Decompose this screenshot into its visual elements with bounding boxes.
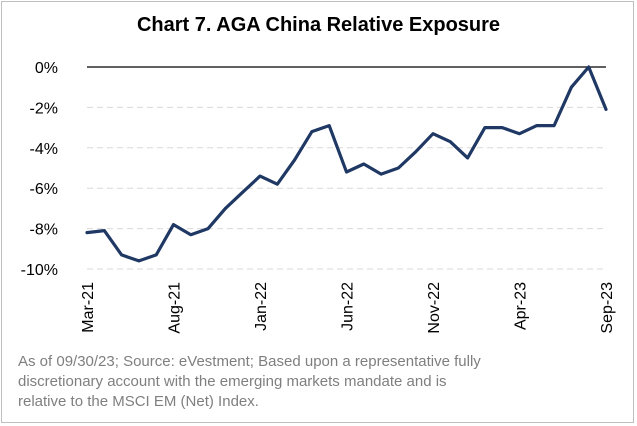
data-point bbox=[328, 124, 331, 127]
x-tick-label: Jun-22 bbox=[340, 282, 357, 331]
data-point bbox=[362, 162, 365, 166]
data-point bbox=[518, 132, 521, 135]
y-tick-label: -4% bbox=[30, 141, 58, 158]
data-point bbox=[535, 124, 538, 127]
data-point bbox=[120, 253, 123, 257]
data-point bbox=[501, 126, 504, 129]
data-point bbox=[258, 174, 262, 178]
data-point bbox=[310, 130, 314, 133]
y-tick-label: -2% bbox=[30, 100, 58, 117]
x-tick-label: Nov-22 bbox=[426, 282, 443, 334]
x-tick-label: Aug-21 bbox=[167, 282, 184, 334]
data-point bbox=[587, 65, 590, 69]
footnote-line-1: As of 09/30/23; Source: eVestment; Based… bbox=[18, 353, 481, 370]
data-point bbox=[466, 156, 469, 160]
data-point bbox=[483, 126, 487, 129]
data-point bbox=[552, 124, 556, 127]
y-tick-label: -8% bbox=[30, 222, 58, 239]
x-tick-label: Apr-23 bbox=[513, 282, 530, 330]
series-line bbox=[85, 65, 608, 263]
y-tick-label: 0% bbox=[35, 60, 58, 77]
x-tick-label: Jan-22 bbox=[253, 282, 270, 331]
data-point bbox=[137, 259, 141, 263]
footnote-line-2: discretionary account with the emerging … bbox=[18, 373, 447, 390]
data-point bbox=[172, 223, 175, 226]
data-point bbox=[379, 172, 383, 176]
data-point bbox=[189, 233, 192, 236]
data-point bbox=[241, 191, 244, 194]
x-tick-label: Sep-23 bbox=[599, 282, 616, 334]
data-point bbox=[155, 253, 158, 257]
data-point bbox=[224, 207, 227, 210]
data-point bbox=[85, 231, 89, 234]
y-tick-label: -6% bbox=[30, 181, 58, 198]
data-point bbox=[604, 108, 608, 111]
data-point bbox=[206, 227, 210, 230]
data-point bbox=[276, 182, 279, 186]
data-point bbox=[431, 132, 435, 135]
data-point bbox=[414, 150, 417, 154]
chart-title: Chart 7. AGA China Relative Exposure bbox=[136, 14, 501, 36]
data-point bbox=[570, 86, 573, 89]
data-point bbox=[345, 170, 348, 174]
x-tick-label: Mar-21 bbox=[80, 282, 97, 333]
footnote-line-3: relative to the MSCI EM (Net) Index. bbox=[18, 393, 259, 410]
y-tick-label: -10% bbox=[21, 262, 58, 279]
data-point bbox=[293, 158, 296, 162]
chart-footnote: As of 09/30/23; Source: eVestment; Based… bbox=[18, 352, 618, 412]
data-point bbox=[103, 229, 106, 232]
data-point bbox=[397, 166, 400, 170]
data-point bbox=[449, 140, 452, 143]
